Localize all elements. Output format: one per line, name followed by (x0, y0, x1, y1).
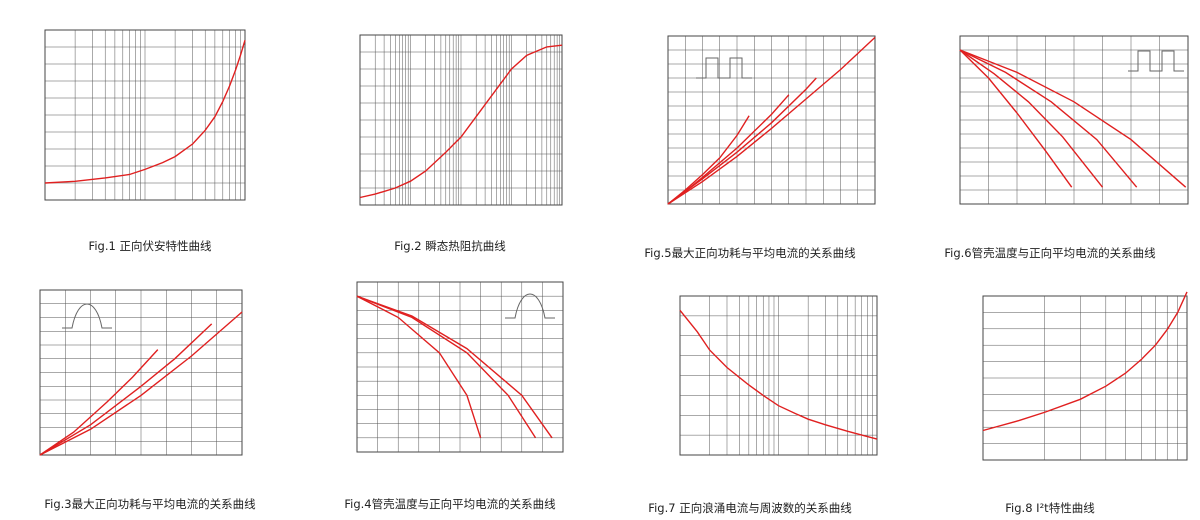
fig8-panel: Fig.8 I²t特性曲线 (900, 260, 1200, 520)
fig3-chart (39, 289, 243, 456)
series-line-3 (667, 36, 876, 205)
figure-caption: Fig.2 瞬态热阻抗曲线 (394, 239, 506, 253)
fig6-chart (959, 35, 1189, 205)
fig1-panel: Fig.1 正向伏安特性曲线 (0, 0, 300, 260)
fig1-chart (44, 29, 246, 201)
fig7-chart (679, 295, 878, 456)
grid (680, 296, 877, 455)
fig5-chart (667, 35, 876, 205)
waveform-symbol (62, 303, 112, 329)
figure-caption: Fig.5最大正向功耗与平均电流的关系曲线 (644, 246, 856, 260)
waveform-symbol (505, 293, 555, 319)
series-line-2 (39, 311, 243, 456)
fig2-panel: Fig.2 瞬态热阻抗曲线 (300, 0, 600, 260)
figure-caption: Fig.6管壳温度与正向平均电流的关系曲线 (944, 246, 1156, 260)
series-line-2 (667, 77, 817, 205)
figure-caption: Fig.8 I²t特性曲线 (1005, 501, 1095, 515)
figure-caption: Fig.1 正向伏安特性曲线 (88, 239, 212, 253)
series-line (982, 291, 1188, 432)
grid (357, 282, 563, 452)
fig4-panel: Fig.4管壳温度与正向平均电流的关系曲线 (300, 260, 600, 520)
fig5-panel: Fig.5最大正向功耗与平均电流的关系曲线 (600, 0, 900, 260)
fig6-panel: Fig.6管壳温度与正向平均电流的关系曲线 (900, 0, 1200, 260)
fig2-chart (359, 34, 563, 206)
series-line-0 (667, 115, 750, 205)
waveform-symbol (1128, 50, 1184, 72)
series-line (44, 39, 246, 184)
fig4-chart (356, 281, 564, 453)
series-line-1 (356, 295, 537, 439)
fig8-chart (982, 291, 1188, 461)
series-line-0 (959, 49, 1073, 188)
grid (668, 36, 875, 204)
series-line-2 (356, 295, 553, 439)
series-line-0 (356, 295, 482, 439)
figure-caption: Fig.4管壳温度与正向平均电流的关系曲线 (344, 497, 556, 511)
figure-caption: Fig.7 正向浪涌电流与周波数的关系曲线 (648, 501, 852, 515)
series-line (679, 309, 878, 440)
series-line-2 (959, 49, 1138, 188)
series-line-0 (39, 349, 159, 456)
grid (40, 290, 242, 455)
waveform-symbol (696, 57, 752, 79)
grid (360, 35, 562, 205)
series-line-1 (959, 49, 1104, 188)
grid (45, 30, 245, 200)
series-line-1 (39, 323, 213, 456)
figure-caption: Fig.3最大正向功耗与平均电流的关系曲线 (44, 497, 256, 511)
fig3-panel: Fig.3最大正向功耗与平均电流的关系曲线 (0, 260, 300, 520)
series-line (359, 44, 563, 199)
grid (983, 296, 1187, 460)
series-line-3 (959, 49, 1187, 188)
fig7-panel: Fig.7 正向浪涌电流与周波数的关系曲线 (600, 260, 900, 520)
